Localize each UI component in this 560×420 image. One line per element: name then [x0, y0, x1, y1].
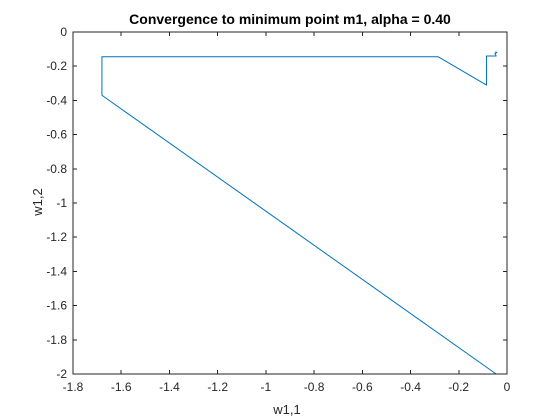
- y-axis-label: w1,2: [30, 188, 45, 216]
- series-line-1: [101, 51, 498, 375]
- x-tick-label: -0.8: [304, 380, 325, 394]
- x-tick-label: -1.2: [207, 380, 228, 394]
- y-tick-label: -1: [56, 196, 67, 210]
- x-tick-label: -0.4: [400, 380, 421, 394]
- x-tick-label: 0: [504, 380, 511, 394]
- chart-title: Convergence to minimum point m1, alpha =…: [129, 11, 451, 27]
- ticks-layer: -1.8 -1.6 -1.4 -1.2 -1 -0.8 -0.6 -0.4 -0.2 0 0 -0.2…: [46, 25, 510, 394]
- y-tick-label: 0: [60, 25, 67, 39]
- y-tick-label: -1.4: [46, 264, 67, 278]
- series-layer: [101, 51, 498, 375]
- y-tick-label: -1.6: [46, 299, 67, 313]
- x-tick-label: -1.4: [159, 380, 180, 394]
- x-axis-label: w1,1: [272, 402, 300, 417]
- y-tick-label: -1.8: [46, 333, 67, 347]
- x-tick-label: -1: [261, 380, 272, 394]
- x-tick-label: -0.2: [448, 380, 469, 394]
- x-tick-label: -1.6: [111, 380, 132, 394]
- plot-area: [73, 32, 507, 374]
- y-tick-label: -1.2: [46, 230, 67, 244]
- y-tick-label: -2: [56, 367, 67, 381]
- y-tick-label: -0.2: [46, 59, 67, 73]
- x-tick-label: -0.6: [352, 380, 373, 394]
- y-tick-label: -0.4: [46, 93, 67, 107]
- y-tick-label: -0.8: [46, 162, 67, 176]
- y-tick-label: -0.6: [46, 128, 67, 142]
- x-tick-label: -1.8: [63, 380, 84, 394]
